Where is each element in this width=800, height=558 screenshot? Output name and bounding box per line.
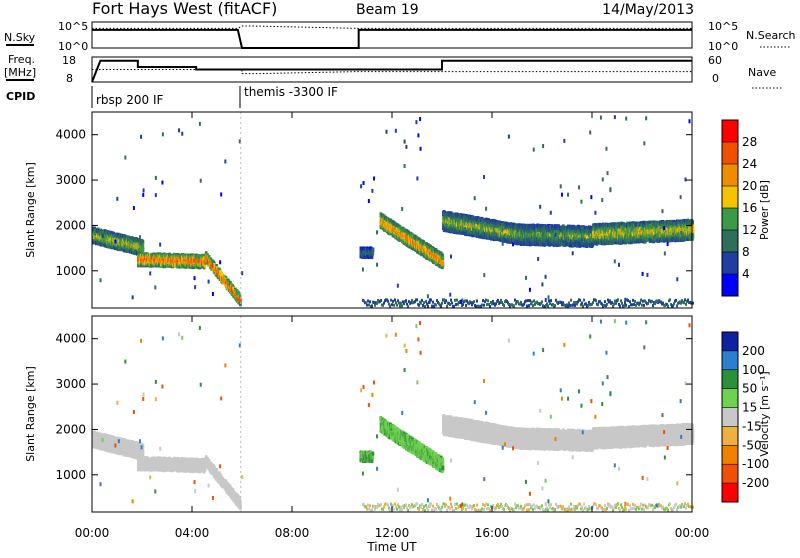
- beam-label: Beam 19: [356, 2, 419, 18]
- power-cell: [442, 256, 445, 260]
- rti-plot: Fort Hays West (fitACF) Beam 19 14/May/2…: [0, 0, 800, 554]
- sky-right-label: N.Search: [746, 29, 796, 42]
- power-cell: [239, 299, 242, 303]
- cpid-label: CPID: [6, 90, 35, 103]
- nave-label: Nave: [748, 66, 776, 79]
- nave-tick-bottom: 0: [712, 72, 719, 85]
- freq-traces: [92, 61, 692, 82]
- date-label: 14/May/2013: [602, 2, 694, 18]
- rti-plot-svg: Fort Hays West (fitACF) Beam 19 14/May/2…: [0, 0, 800, 554]
- freq-line: [92, 61, 692, 82]
- freq-tick-top: 18: [62, 54, 76, 67]
- nave-tick-top: 60: [708, 54, 722, 67]
- cpid-mode-2: themis -3300 IF: [244, 85, 338, 99]
- power-cell: [372, 248, 375, 252]
- cpid-mode-1: rbsp 200 IF: [96, 93, 163, 107]
- freq-label-line1: Freq.: [8, 53, 35, 66]
- search-line: [92, 26, 692, 28]
- freq-label-line2: [MHz]: [4, 66, 36, 79]
- power-scatter-data: [92, 112, 694, 308]
- power-cell: [142, 246, 145, 250]
- sky-left-label: N.Sky: [4, 31, 36, 44]
- sky-line: [92, 30, 692, 48]
- site-title: Fort Hays West (fitACF): [92, 0, 277, 18]
- sky-traces: [92, 26, 692, 48]
- sky-left-tick-top: 10^5: [58, 20, 88, 33]
- sky-left-tick-bottom: 10^0: [58, 40, 88, 53]
- sky-right-tick-bottom: 10^0: [708, 40, 738, 53]
- sky-right-tick-top: 10^5: [708, 20, 738, 33]
- freq-tick-bottom: 8: [66, 72, 73, 85]
- sky-panel-frame: [92, 22, 692, 48]
- power-cell: [442, 262, 445, 266]
